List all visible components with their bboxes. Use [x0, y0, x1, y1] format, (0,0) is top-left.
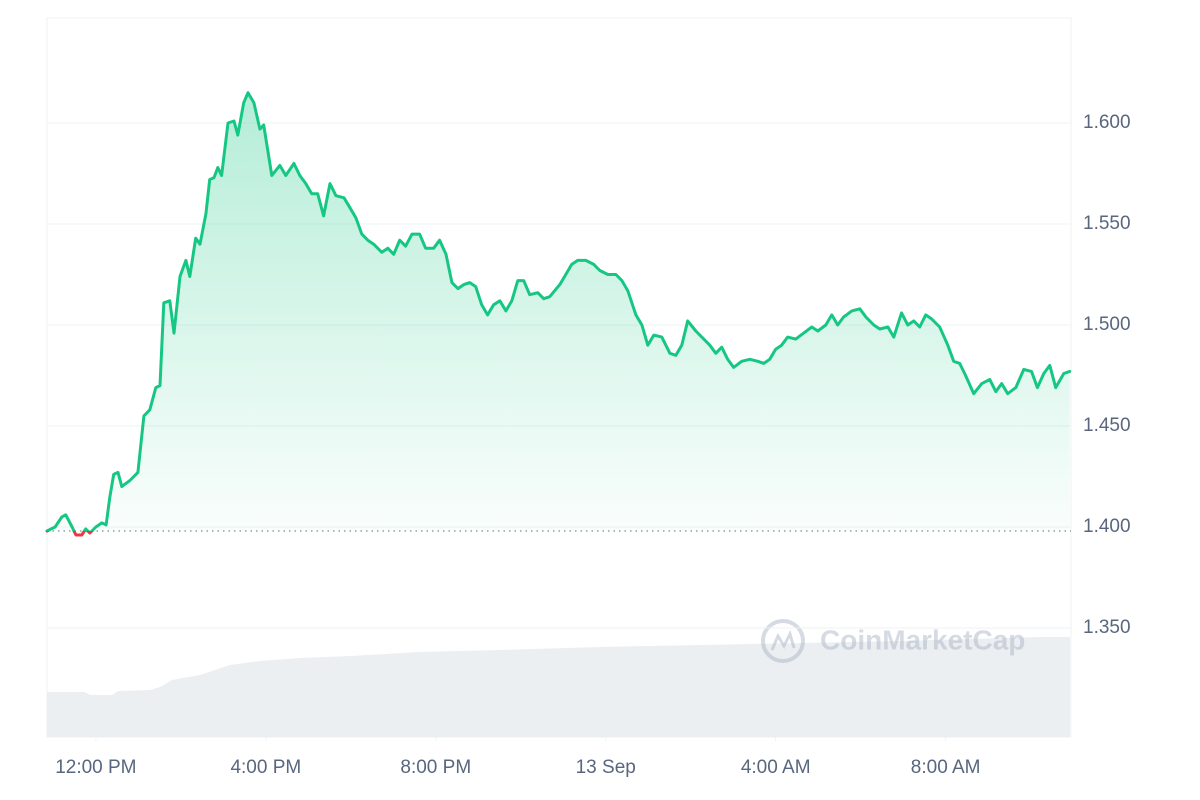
volume-area — [47, 637, 1070, 737]
x-tick-label: 8:00 AM — [911, 757, 981, 778]
price-area — [47, 92, 1070, 535]
y-tick-label: 1.350 — [1083, 617, 1131, 638]
watermark-text: CoinMarketCap — [820, 624, 1025, 655]
x-tick-label: 13 Sep — [576, 757, 636, 778]
x-tick-label: 4:00 PM — [230, 757, 301, 778]
watermark: CoinMarketCap — [761, 619, 1025, 663]
y-tick-label: 1.600 — [1083, 112, 1131, 133]
x-tick-label: 12:00 PM — [55, 757, 136, 778]
y-tick-label: 1.400 — [1083, 516, 1131, 537]
y-tick-label: 1.450 — [1083, 415, 1131, 436]
x-tick-label: 4:00 AM — [741, 757, 811, 778]
y-tick-label: 1.550 — [1083, 213, 1131, 234]
x-tick-label: 8:00 PM — [400, 757, 471, 778]
price-line — [45, 91, 1072, 537]
y-tick-label: 1.500 — [1083, 314, 1131, 335]
